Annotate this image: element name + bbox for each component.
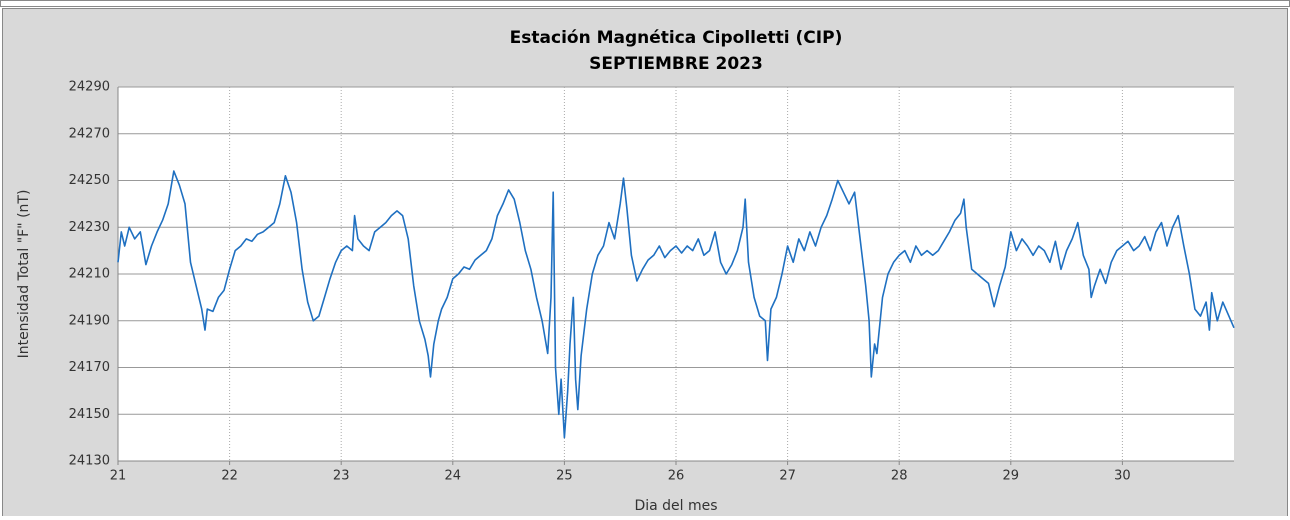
x-tick-label: 22 — [221, 469, 238, 484]
y-tick-label: 24150 — [69, 407, 110, 422]
x-tick-label: 26 — [668, 469, 685, 484]
x-tick-label: 28 — [891, 469, 908, 484]
y-tick-label: 24290 — [69, 80, 110, 95]
y-tick-label: 24250 — [69, 173, 110, 188]
y-tick-label: 24270 — [69, 126, 110, 141]
x-axis-label: Dia del mes — [634, 498, 717, 514]
x-tick-label: 23 — [333, 469, 350, 484]
chart-title: Estación Magnética Cipolletti (CIP) — [510, 28, 843, 48]
y-tick-label: 24170 — [69, 360, 110, 375]
x-tick-label: 29 — [1003, 469, 1020, 484]
y-axis-label: Intensidad Total "F" (nT) — [16, 190, 32, 359]
data-line — [117, 170, 1235, 439]
chart-subtitle: SEPTIEMBRE 2023 — [589, 54, 763, 74]
y-tick-label: 24210 — [69, 267, 110, 282]
y-tick-label: 24230 — [69, 220, 110, 235]
y-tick-label: 24190 — [69, 313, 110, 328]
x-tick-label: 25 — [556, 469, 573, 484]
x-tick-label: 21 — [110, 469, 127, 484]
y-tick-label: 24130 — [69, 454, 110, 469]
top-strip — [0, 0, 1290, 7]
x-tick-label: 24 — [445, 469, 462, 484]
x-tick-label: 30 — [1114, 469, 1131, 484]
x-tick-label: 27 — [779, 469, 796, 484]
